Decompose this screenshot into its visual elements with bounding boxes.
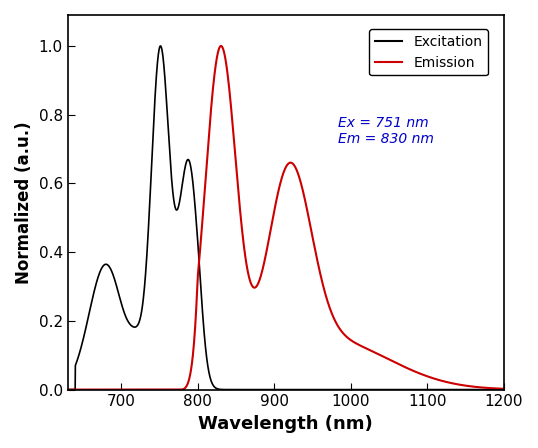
- Text: Ex = 751 nm
Em = 830 nm: Ex = 751 nm Em = 830 nm: [338, 116, 434, 146]
- X-axis label: Wavelength (nm): Wavelength (nm): [199, 415, 373, 433]
- Y-axis label: Normalized (a.u.): Normalized (a.u.): [15, 121, 33, 284]
- Legend: Excitation, Emission: Excitation, Emission: [369, 30, 488, 76]
